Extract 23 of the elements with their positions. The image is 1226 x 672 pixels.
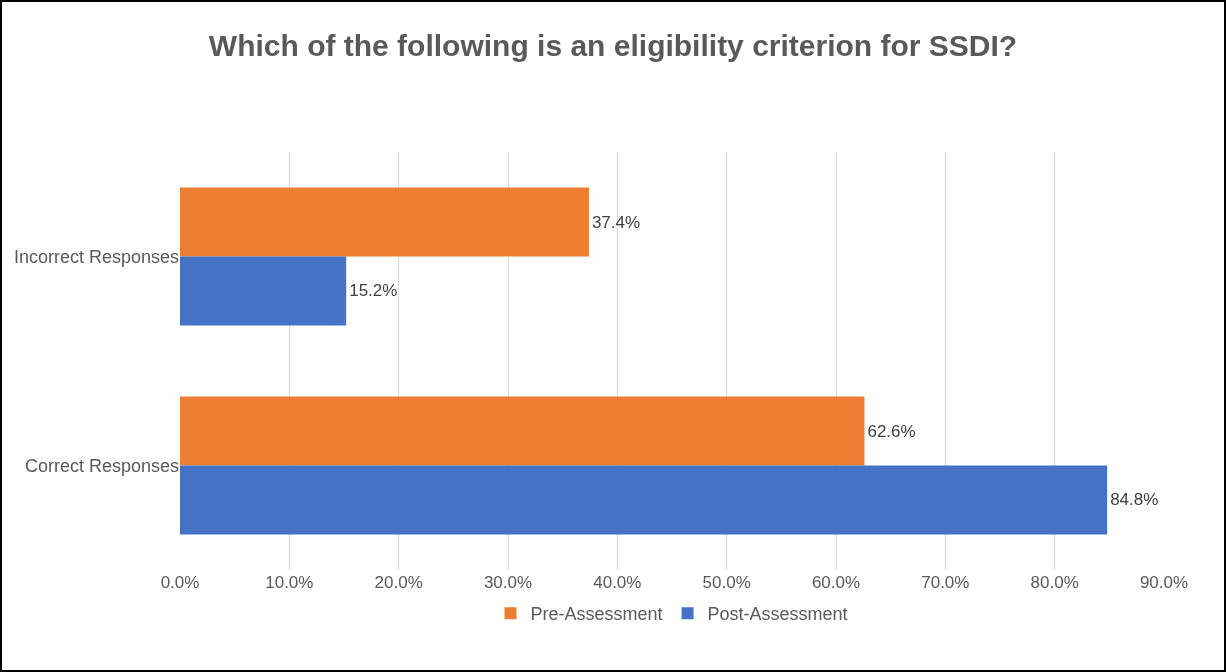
bar	[180, 256, 347, 326]
x-tick-label: 20.0%	[374, 573, 423, 592]
x-tick-label: 30.0%	[483, 573, 533, 592]
data-label: 37.4%	[591, 212, 641, 232]
chart-title: Which of the following is an eligibility criterion for SSDI?	[208, 29, 1018, 63]
data-label: 62.6%	[867, 421, 916, 441]
x-tick-label: 80.0%	[1030, 573, 1079, 592]
data-label: 84.8%	[1110, 490, 1159, 510]
x-tick-label: 0.0%	[160, 573, 200, 592]
x-tick-label: 60.0%	[811, 573, 861, 592]
bar	[180, 465, 1108, 535]
y-tick-label: Correct Responses	[24, 455, 179, 476]
bar	[180, 187, 589, 257]
x-tick-label: 40.0%	[593, 573, 642, 592]
bar	[180, 396, 865, 466]
x-tick-label: 70.0%	[921, 573, 970, 592]
x-tick-label: 50.0%	[702, 573, 751, 592]
x-tick-label: 10.0%	[265, 573, 314, 592]
data-label: 15.2%	[349, 281, 398, 301]
legend-label: Pre-Assessment	[530, 604, 663, 625]
legend-label: Post-Assessment	[707, 604, 848, 625]
y-tick-label: Incorrect Responses	[13, 246, 179, 267]
x-tick-label: 90.0%	[1139, 573, 1189, 592]
